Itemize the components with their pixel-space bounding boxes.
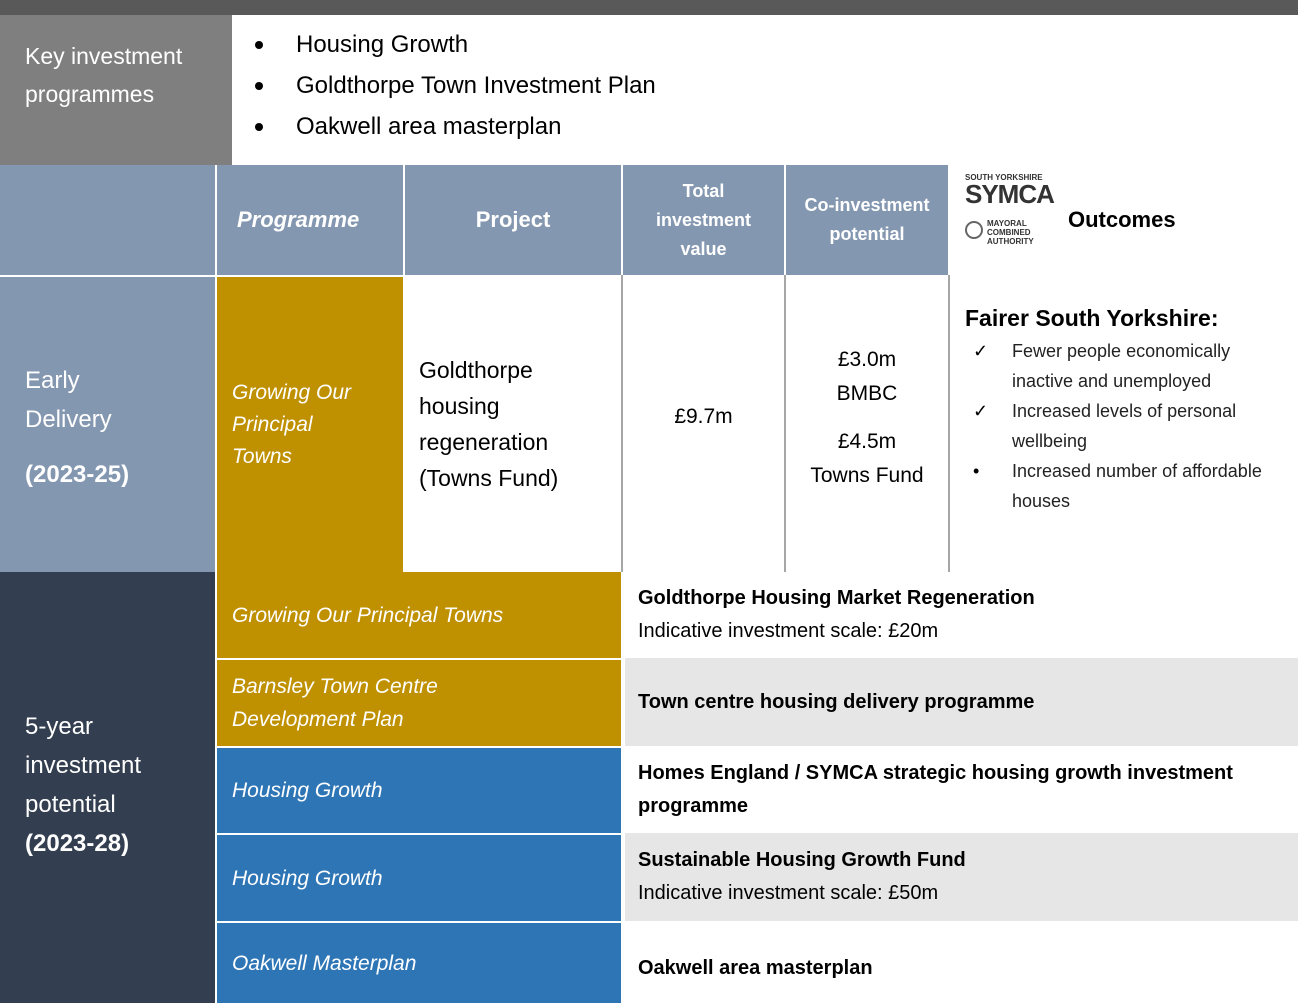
five-year-programme: Oakwell Masterplan [215,921,623,1003]
co-investment-entry: £4.5m Towns Fund [786,425,948,493]
five-year-detail: Indicative investment scale: £20m [638,620,939,642]
co-investment-line: £4.5m [837,430,897,453]
bullet [255,82,263,90]
key-item: Housing Growth [255,24,656,65]
five-year-label: 5-year investment potential [25,713,142,818]
key-item-text: Goldthorpe Town Investment Plan [296,72,656,99]
key-label: Key investment programmes [0,15,232,165]
five-year-project: Goldthorpe Housing Market Regeneration [638,587,1035,609]
outcome-marker: • [973,461,980,481]
early-co-investment: £3.0m BMBC £4.5m Towns Fund [786,275,950,572]
five-year-project-cell: Sustainable Housing Growth Fund Indicativ… [625,833,1298,921]
key-item-text: Housing Growth [296,31,469,58]
outcome-item: ✓ Increased levels of personal wellbeing [965,396,1288,456]
five-year-project-cell: Town centre housing delivery programme [625,658,1298,746]
five-year-project: Sustainable Housing Growth Fund [638,849,966,871]
early-programme: Growing Our Principal Towns [215,275,405,572]
header-outcomes: Outcomes [1068,207,1176,232]
five-year-programme: Barnsley Town Centre Development Plan [215,658,623,746]
header-outcomes-cell [950,165,1298,275]
outcome-marker: ✓ [973,401,989,421]
five-year-project: Homes England / SYMCA strategic housing … [638,761,1233,817]
early-label-cell: Early Delivery (2023-25) [0,275,215,572]
early-period: (2023-25) [25,461,130,488]
five-year-programme: Housing Growth [215,833,623,921]
logo-rose [965,221,983,239]
logo-text: MAYORAL COMBINED AUTHORITY [987,219,1034,246]
logo-line: AUTHORITY [987,237,1034,246]
five-year-programme: Growing Our Principal Towns [215,572,623,658]
five-year-project: Town centre housing delivery programme [638,690,1035,713]
header-co-investment: Co-investment potential [786,165,950,275]
header-total: Total investment value [623,165,786,275]
logo-line: COMBINED [987,228,1031,237]
outcome-text: Fewer people economically inactive and u… [1012,341,1231,391]
early-total: £9.7m [623,275,786,572]
co-investment-entry: £3.0m BMBC [786,343,948,411]
header-programme: Programme [215,165,405,275]
bullet [255,123,263,131]
five-year-project-cell: Goldthorpe Housing Market Regeneration In… [625,572,1298,658]
logo-region: SOUTH YORKSHIRE [965,173,1043,182]
outcome-item: • Increased number of affordable houses [965,456,1288,516]
key-list: Housing Growth Goldthorpe Town Investment… [255,24,656,147]
outcome-text: Increased number of affordable houses [1012,461,1262,511]
early-outcomes: Fairer South Yorkshire: ✓ Fewer people ec… [950,275,1298,572]
symca-logo: SOUTH YORKSHIRE SYMCA MAYORAL COMBINED A… [965,173,1065,246]
key-item: Oakwell area masterplan [255,106,656,147]
five-year-project-cell: Oakwell area masterplan [625,921,1298,1003]
outcomes-list: ✓ Fewer people economically inactive and … [965,336,1288,516]
logo-line: MAYORAL [987,219,1027,228]
co-investment-line: Towns Fund [810,464,924,487]
five-year-project: Oakwell area masterplan [638,956,873,979]
five-year-programme: Housing Growth [215,746,623,833]
logo-name: SYMCA [965,179,1055,209]
outcome-item: ✓ Fewer people economically inactive and … [965,336,1288,396]
bullet [255,41,263,49]
key-item: Goldthorpe Town Investment Plan [255,65,656,106]
outcome-marker: ✓ [973,341,989,361]
early-project: Goldthorpe housing regeneration (Towns F… [405,275,623,572]
co-investment-line: £3.0m [837,348,897,371]
early-label: Early Delivery [25,367,112,433]
five-year-period: (2023-28) [25,830,130,857]
top-bar [0,0,1298,15]
key-item-text: Oakwell area masterplan [296,113,562,140]
five-year-label-cell: 5-year investment potential (2023-28) [0,572,215,1003]
header-project: Project [405,165,623,275]
outcomes-heading: Fairer South Yorkshire: [965,305,1219,331]
co-investment-line: BMBC [836,382,898,405]
five-year-detail: Indicative investment scale: £50m [638,882,939,904]
five-year-project-cell: Homes England / SYMCA strategic housing … [625,746,1298,833]
outcome-text: Increased levels of personal wellbeing [1012,401,1237,451]
